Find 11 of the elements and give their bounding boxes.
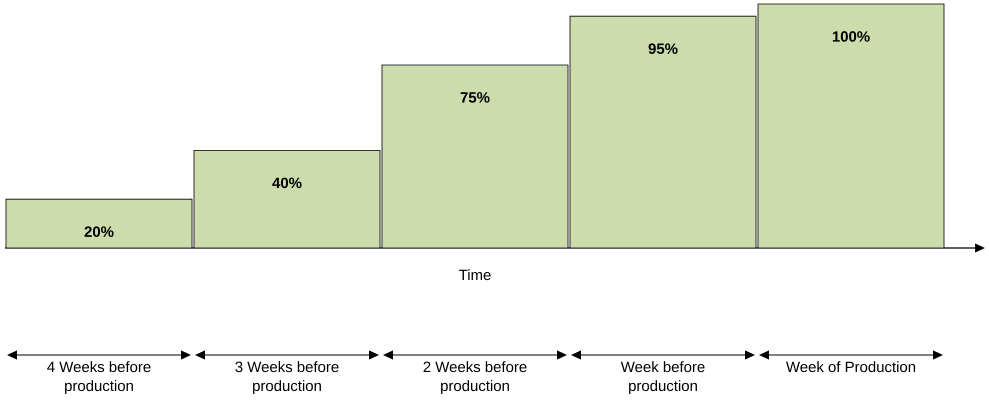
x-tick-label: 2 Weeks before production (424, 361, 527, 394)
data-label: 95% (648, 43, 678, 54)
data-label: 100% (832, 31, 870, 42)
x-tick-label: 3 Weeks before production (235, 361, 339, 394)
data-label: 20% (84, 226, 114, 237)
data-label: 75% (460, 92, 490, 103)
x-tick-label: Week before production (620, 361, 705, 394)
x-axis-title: Time (459, 269, 491, 280)
x-tick-label: Week of Production (786, 361, 916, 372)
x-tick-label: 4 Weeks before production (47, 361, 151, 394)
data-label: 40% (272, 178, 302, 188)
